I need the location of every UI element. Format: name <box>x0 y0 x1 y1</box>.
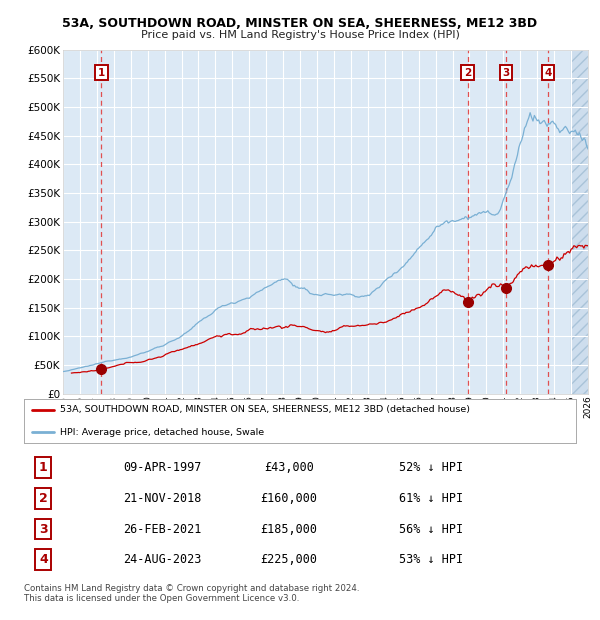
Text: 21-NOV-2018: 21-NOV-2018 <box>124 492 202 505</box>
Text: 2: 2 <box>464 68 471 78</box>
Text: 53A, SOUTHDOWN ROAD, MINSTER ON SEA, SHEERNESS, ME12 3BD (detached house): 53A, SOUTHDOWN ROAD, MINSTER ON SEA, SHE… <box>60 405 470 414</box>
Text: 56% ↓ HPI: 56% ↓ HPI <box>400 523 463 536</box>
Text: 1: 1 <box>39 461 47 474</box>
Text: 53% ↓ HPI: 53% ↓ HPI <box>400 553 463 566</box>
Text: 61% ↓ HPI: 61% ↓ HPI <box>400 492 463 505</box>
Text: 24-AUG-2023: 24-AUG-2023 <box>124 553 202 566</box>
Text: £225,000: £225,000 <box>260 553 317 566</box>
Text: 4: 4 <box>39 553 47 566</box>
Text: 53A, SOUTHDOWN ROAD, MINSTER ON SEA, SHEERNESS, ME12 3BD: 53A, SOUTHDOWN ROAD, MINSTER ON SEA, SHE… <box>62 17 538 30</box>
Text: 1: 1 <box>98 68 105 78</box>
Text: £185,000: £185,000 <box>260 523 317 536</box>
Text: £43,000: £43,000 <box>264 461 314 474</box>
Text: 4: 4 <box>545 68 552 78</box>
Text: Contains HM Land Registry data © Crown copyright and database right 2024.
This d: Contains HM Land Registry data © Crown c… <box>24 584 359 603</box>
Text: 52% ↓ HPI: 52% ↓ HPI <box>400 461 463 474</box>
Text: £160,000: £160,000 <box>260 492 317 505</box>
Text: 2: 2 <box>39 492 47 505</box>
Text: 3: 3 <box>39 523 47 536</box>
Text: 26-FEB-2021: 26-FEB-2021 <box>124 523 202 536</box>
Text: 09-APR-1997: 09-APR-1997 <box>124 461 202 474</box>
Text: HPI: Average price, detached house, Swale: HPI: Average price, detached house, Swal… <box>60 428 264 436</box>
Text: 3: 3 <box>502 68 509 78</box>
Bar <box>571 50 596 394</box>
Text: Price paid vs. HM Land Registry's House Price Index (HPI): Price paid vs. HM Land Registry's House … <box>140 30 460 40</box>
